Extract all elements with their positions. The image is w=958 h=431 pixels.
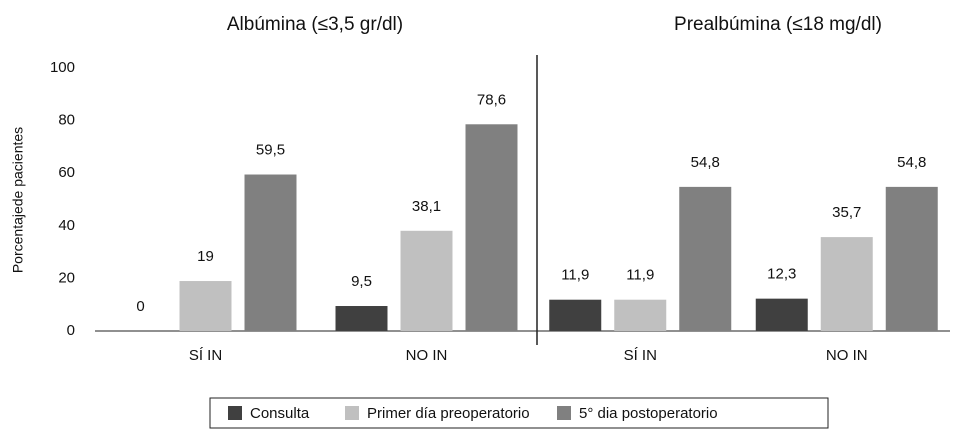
bar — [755, 298, 808, 331]
legend-label: Consulta — [250, 405, 310, 422]
bar — [549, 299, 602, 331]
legend-swatch — [557, 406, 571, 420]
y-tick-label: 0 — [67, 322, 75, 339]
y-tick-label: 20 — [58, 269, 75, 286]
legend-swatch — [345, 406, 359, 420]
data-label: 19 — [197, 248, 214, 265]
x-tick-label: SÍ IN — [624, 347, 657, 364]
data-label: 12,3 — [767, 266, 796, 283]
y-tick-label: 100 — [50, 59, 75, 76]
x-tick-label: SÍ IN — [189, 347, 222, 364]
legend-swatch — [228, 406, 242, 420]
x-tick-label: NO IN — [406, 347, 448, 364]
bar — [335, 306, 388, 331]
chart-title: Albúmina (≤3,5 gr/dl) — [227, 14, 403, 35]
bar — [465, 124, 518, 331]
data-label: 78,6 — [477, 91, 506, 108]
bar — [679, 186, 732, 331]
data-label: 35,7 — [832, 204, 861, 221]
chart-title: Prealbúmina (≤18 mg/dl) — [674, 14, 882, 35]
data-label: 54,8 — [691, 154, 720, 171]
data-label: 9,5 — [351, 273, 372, 290]
data-label: 11,9 — [561, 267, 589, 284]
y-axis-label: Porcentajede pacientes — [10, 127, 26, 273]
y-tick-label: 60 — [58, 164, 75, 181]
data-label: 11,9 — [626, 267, 654, 284]
legend-label: 5° dia postoperatorio — [579, 405, 718, 422]
bar — [820, 237, 873, 331]
legend-box — [209, 397, 829, 429]
bar — [400, 230, 453, 331]
bar — [179, 281, 232, 331]
data-label: 59,5 — [256, 141, 285, 158]
bar — [614, 299, 667, 331]
data-label: 54,8 — [897, 154, 926, 171]
y-tick-label: 80 — [58, 112, 75, 129]
bar — [885, 186, 938, 331]
bar — [244, 174, 297, 331]
data-label: 0 — [136, 298, 144, 315]
legend-label: Primer día preoperatorio — [367, 405, 530, 422]
x-tick-label: NO IN — [826, 347, 868, 364]
data-label: 38,1 — [412, 198, 441, 215]
y-tick-label: 40 — [58, 217, 75, 234]
